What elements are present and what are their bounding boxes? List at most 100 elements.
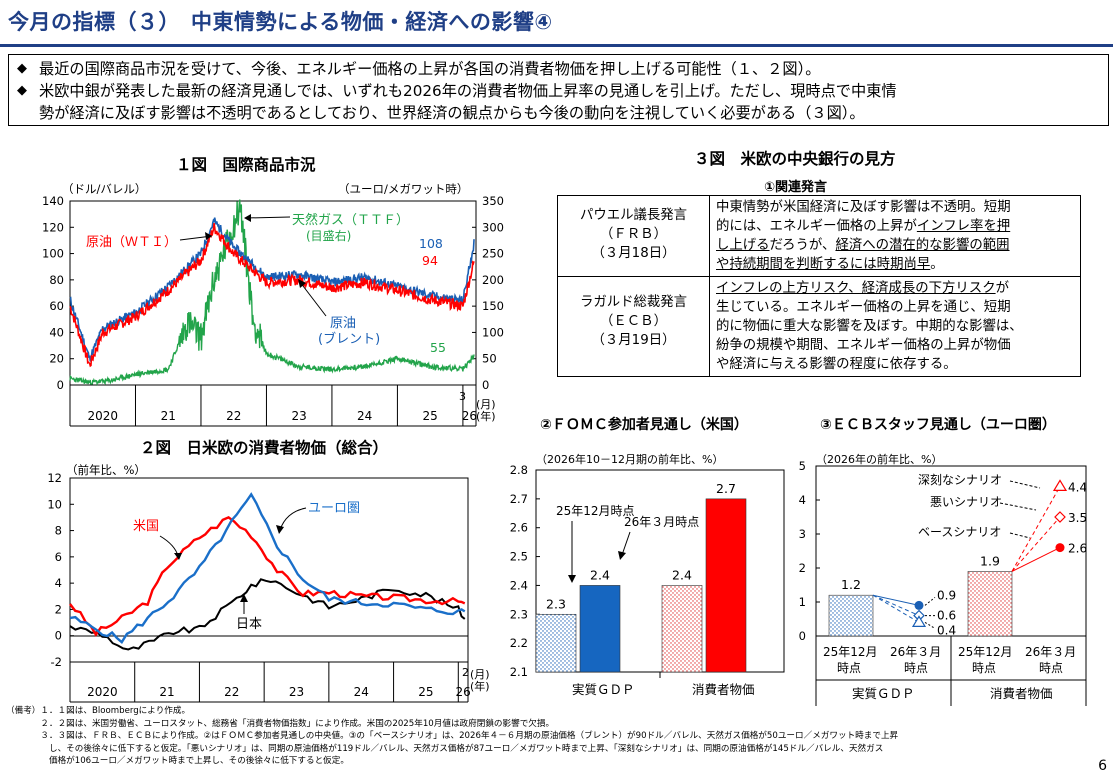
fomc-bar — [705, 498, 747, 673]
summary-bullet-2-line2: 勢が経済に及ぼす影響は不透明であるとしており、世界経済の観点からも今後の動向を注… — [39, 104, 865, 122]
ecb-bar — [967, 571, 1013, 637]
statement-underline: や持続期間を判断するには時期尚早 — [716, 257, 931, 272]
fig1-year-label: 22 — [226, 409, 241, 423]
fig1-title: １図 国際商品市況 — [176, 156, 316, 174]
fig2-tick-label: 12 — [47, 471, 62, 485]
fig1-year-label: 21 — [161, 409, 176, 423]
diamond-bullet-icon: ◆ — [17, 61, 27, 76]
table-row: ラガルド総裁発言 （ＥＣＢ） （３月19日） インフレの上方リスク、経済成長の下… — [557, 276, 1081, 377]
fomc-tick-label: 2.3 — [510, 607, 528, 621]
fig1-year-label: 23 — [292, 409, 307, 423]
statement-underline: インフレの上方リスク、経済成長の下方リスク — [716, 281, 996, 296]
fig2-series-us — [69, 516, 466, 637]
fig1-label-ttf-scale: (目盛右) — [306, 228, 351, 243]
statement-line: 生じている。エネルギー価格の上昇を通じ、短期 — [716, 300, 1011, 315]
fomc-bar-label: 2.4 — [672, 567, 692, 582]
fig2-month: 2 — [462, 666, 469, 679]
fig2-unit: （前年比、%） — [66, 463, 146, 477]
fig1-end-brent: 108 — [419, 236, 443, 251]
fig2-plot-frame — [69, 477, 469, 663]
ecb-unit: （2026年の前年比、%） — [816, 453, 943, 466]
fomc-ann-dec: 25年12月時点 — [556, 504, 635, 518]
ecb-x1b-gdp: 時点 — [837, 661, 861, 675]
ecb-scenario-line — [1011, 486, 1061, 572]
fig2-tick-label: 2 — [55, 602, 62, 616]
ecb-point-base — [914, 600, 924, 610]
note-line: し、その後徐々に低下すると仮定。「悪いシナリオ」は、同期の原油価格が119ドル／… — [6, 743, 884, 754]
fomc-ann-mar: 26年３月時点 — [624, 515, 699, 529]
fig1-right-tick-label: 50 — [482, 352, 497, 366]
ecb-point-label: 4.4 — [1068, 480, 1087, 494]
fig2-month-unit: (月) — [470, 668, 490, 681]
statement-underline: し上げる — [716, 238, 770, 253]
fomc-bar — [535, 613, 577, 673]
fig1-year-unit: (年) — [476, 409, 496, 423]
fomc-tick-label: 2.6 — [510, 521, 528, 535]
fig3-statements-table: パウエル議長発言 （ＦＲＢ） （３月18日） 中東情勢が米国経済に及ぼす影響は不… — [557, 195, 1081, 377]
fig2-year-label: 23 — [289, 685, 304, 699]
fig1-left-unit: （ドル/バレル） — [62, 182, 147, 196]
fig1-end-ttf: 55 — [430, 340, 446, 355]
note-line: ２．２図は、米国労働省、ユーロスタット、総務省「消費者物価指数」により作成。米国… — [6, 718, 555, 729]
fig1-year-label: 26 — [462, 409, 477, 423]
statement-line-part: が — [995, 281, 1009, 296]
ecb-x2-gdp: 26年３月 — [890, 645, 941, 659]
ecb-x2b-gdp: 時点 — [904, 661, 928, 675]
fomc-tick-label: 2.7 — [510, 492, 528, 506]
ecb-point-label: 0.6 — [937, 609, 956, 623]
fig2-label-jp: 日本 — [236, 617, 262, 632]
fomc-bar-label: 2.3 — [546, 596, 566, 611]
statement-underline: インフレ率を押 — [916, 219, 1011, 234]
fig1-series-ttf — [69, 199, 475, 387]
fomc-bar-label: 2.7 — [716, 481, 736, 496]
fig1-label-ttf: 天然ガス（ＴＴＦ） — [292, 212, 409, 228]
notes: （備考）１．１図は、Bloombergにより作成。 ２．２図は、米国労働省、ユー… — [6, 705, 1086, 768]
ecb-bar — [828, 594, 874, 637]
ecb-label-bad: 悪いシナリオ — [930, 495, 1002, 509]
statement-line-part: だろうが、 — [769, 238, 836, 253]
fig1-right-tick-label: 200 — [482, 273, 504, 287]
ecb-point-base — [1055, 543, 1065, 553]
speaker-org: （ＥＣＢ） — [600, 314, 667, 329]
statement-line: インフレの上方リスク、経済成長の下方リスクが — [716, 279, 1076, 298]
summary-bullet-2: ◆ 米欧中銀が発表した最新の経済見通しでは、いずれも2026年の消費者物価上昇率… — [17, 80, 1100, 124]
fig2-year-label: 24 — [354, 685, 369, 699]
ecb-tick-label: 0 — [799, 629, 806, 643]
ecb-scenario-line — [872, 594, 920, 617]
ecb-scenario-line — [872, 594, 920, 623]
diamond-bullet-icon: ◆ — [17, 83, 27, 98]
ecb-bar-label: 1.9 — [980, 553, 1000, 568]
fig1-right-tick-label: 300 — [482, 220, 504, 234]
ecb-cat-cpi: 消費者物価 — [990, 686, 1053, 701]
fig1-label-wti: 原油（ＷＴＩ） — [86, 235, 177, 250]
statement-text: 中東情勢が米国経済に及ぼす影響は不透明。短期 的には、エネルギー価格の上昇がイン… — [709, 195, 1081, 277]
ecb-point-label: 3.5 — [1068, 511, 1087, 525]
fig2-year-label: 26 — [456, 685, 471, 699]
table-row: パウエル議長発言 （ＦＲＢ） （３月18日） 中東情勢が米国経済に及ぼす影響は不… — [557, 195, 1081, 277]
fig1-left-tick-label: 100 — [42, 247, 64, 261]
statement-speaker: ラガルド総裁発言 （ＥＣＢ） （３月19日） — [557, 276, 710, 377]
fig2-tick-label: -2 — [51, 655, 62, 669]
speaker-date: （３月19日） — [591, 333, 676, 348]
ecb-label-base: ベースシナリオ — [918, 525, 1001, 539]
statement-line: や持続期間を判断するには時期尚早。 — [716, 255, 1076, 274]
fig2-tick-label: 8 — [55, 524, 62, 538]
fig2-tick-label: 6 — [55, 550, 62, 564]
page-number: 6 — [1098, 758, 1107, 774]
statement-line: 中東情勢が米国経済に及ぼす影響は不透明。短期 — [716, 200, 1011, 215]
fig3-sub1-title: ①関連発言 — [764, 180, 828, 195]
ecb-tick-label: 1 — [799, 595, 806, 609]
fig1-left-tick-label: 120 — [42, 220, 64, 234]
ecb-title: ③ＥＣＢスタッフ見通し（ユーロ圏） — [820, 417, 1056, 433]
title-bar: 今月の指標（３） 中東情勢による物価・経済への影響④ — [0, 0, 1113, 47]
ecb-x2b-cpi: 時点 — [1039, 661, 1063, 675]
statement-line: 的に物価に重大な影響を及ぼす。中期的な影響は、 — [716, 319, 1023, 334]
statement-line: 的には、エネルギー価格の上昇がインフレ率を押 — [716, 217, 1076, 236]
ecb-scenario-line — [1011, 547, 1061, 572]
summary-bullet-1-text: 最近の国際商品市況を受けて、今後、エネルギー価格の上昇が各国の消費者物価を押し上… — [39, 60, 821, 78]
fig1-left-tick-label: 140 — [42, 194, 64, 208]
ecb-tick-label: 4 — [799, 493, 806, 507]
fig1-left-tick-label: 0 — [57, 378, 64, 392]
